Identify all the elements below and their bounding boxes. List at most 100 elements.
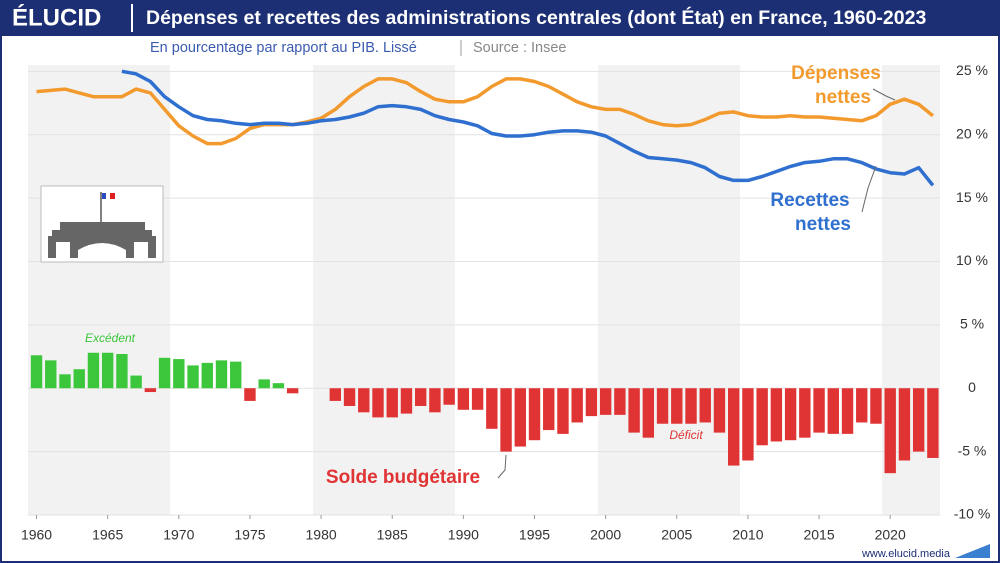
bar [884, 388, 896, 474]
x-tick-label: 2000 [590, 527, 621, 543]
header-bar [0, 0, 1000, 36]
bar [87, 352, 100, 389]
bar [215, 360, 228, 389]
bar [30, 355, 43, 389]
bar [244, 388, 256, 401]
bar [543, 388, 555, 431]
bar [514, 388, 526, 447]
leader [872, 88, 896, 101]
plot: -10 % -5 % 0 5 % 10 % 15 % 20 % 25 % 1960 1965 197… [21, 62, 990, 543]
series-label: nettes [815, 87, 871, 108]
bar [699, 388, 711, 423]
series-label: Recettes [770, 190, 849, 211]
x-tick-label: 1975 [234, 527, 265, 543]
bar [728, 388, 740, 466]
x-tick-label: 1990 [448, 527, 479, 543]
bar [500, 388, 512, 452]
bar [429, 388, 441, 413]
bar [173, 359, 185, 389]
bar [628, 388, 640, 433]
bar [343, 388, 356, 406]
bar [201, 362, 213, 389]
bar [685, 388, 697, 424]
bar [471, 388, 484, 410]
bar [101, 352, 114, 389]
bar [656, 388, 669, 424]
bar [386, 388, 398, 418]
leaders [497, 88, 896, 479]
bar [571, 388, 583, 423]
bar [45, 360, 57, 389]
series-label: Solde budgétaire [326, 467, 480, 488]
footer-logo [955, 544, 990, 558]
x-tick-label: 1960 [21, 527, 52, 543]
x-tick-label: 2010 [732, 527, 763, 543]
x-tick-label: 1965 [92, 527, 123, 543]
bar [73, 369, 85, 389]
y-tick-label: 15 % [956, 189, 988, 205]
flag [106, 193, 110, 199]
x-tick-label: 1995 [519, 527, 550, 543]
y-tick-label: 10 % [956, 252, 988, 268]
bar [671, 388, 683, 424]
bar [557, 388, 569, 434]
bar [329, 388, 342, 401]
bar [230, 361, 242, 389]
y-tick-label: 25 % [956, 62, 988, 78]
leader [497, 454, 507, 479]
bar [827, 388, 839, 434]
logo: ÉLUCID [12, 3, 101, 31]
bar [144, 388, 157, 393]
y-tick-label: 5 % [960, 316, 984, 332]
bar [784, 388, 797, 441]
line [36, 77, 934, 146]
band [28, 65, 170, 515]
y-tick-label: -10 % [954, 506, 991, 522]
bar [927, 388, 939, 458]
bar [870, 388, 882, 424]
bar [599, 388, 612, 415]
bar [813, 388, 825, 433]
footer: www.elucid.media [861, 548, 951, 560]
bar [742, 388, 754, 461]
chart-title: Dépenses et recettes des administrations… [146, 6, 926, 29]
bar [443, 388, 455, 405]
building [48, 222, 156, 258]
x-tick-label: 2005 [661, 527, 692, 543]
bar [614, 388, 626, 415]
bar [158, 357, 171, 389]
band [598, 65, 740, 515]
y-tick-label: 20 % [956, 125, 988, 141]
annotation: Déficit [669, 428, 703, 442]
leader [861, 165, 877, 213]
y-tick-label: -5 % [958, 442, 987, 458]
bar [400, 388, 413, 414]
x-tick-label: 2020 [875, 527, 906, 543]
bar [585, 388, 598, 417]
flag [110, 193, 115, 199]
bar [372, 388, 384, 418]
x-tick-label: 1970 [163, 527, 194, 543]
bar [272, 383, 285, 389]
bar [713, 388, 726, 433]
y-tick-label: 0 [968, 379, 976, 395]
bar [898, 388, 911, 461]
bar [756, 388, 768, 446]
subtitle: En pourcentage par rapport au PIB. Lissé [150, 40, 417, 56]
series-label: Dépenses [791, 63, 881, 84]
bar [912, 388, 925, 452]
flag [102, 193, 106, 199]
bar [414, 388, 427, 406]
x-tick-label: 1980 [306, 527, 337, 543]
bar [258, 379, 270, 389]
x-tick-label: 1985 [377, 527, 408, 543]
bar [856, 388, 868, 423]
line [121, 69, 935, 187]
series-label: nettes [795, 214, 851, 235]
band [313, 65, 455, 515]
bar [358, 388, 370, 413]
bar [457, 388, 470, 410]
bar [59, 374, 71, 389]
decade-shading [28, 65, 940, 515]
